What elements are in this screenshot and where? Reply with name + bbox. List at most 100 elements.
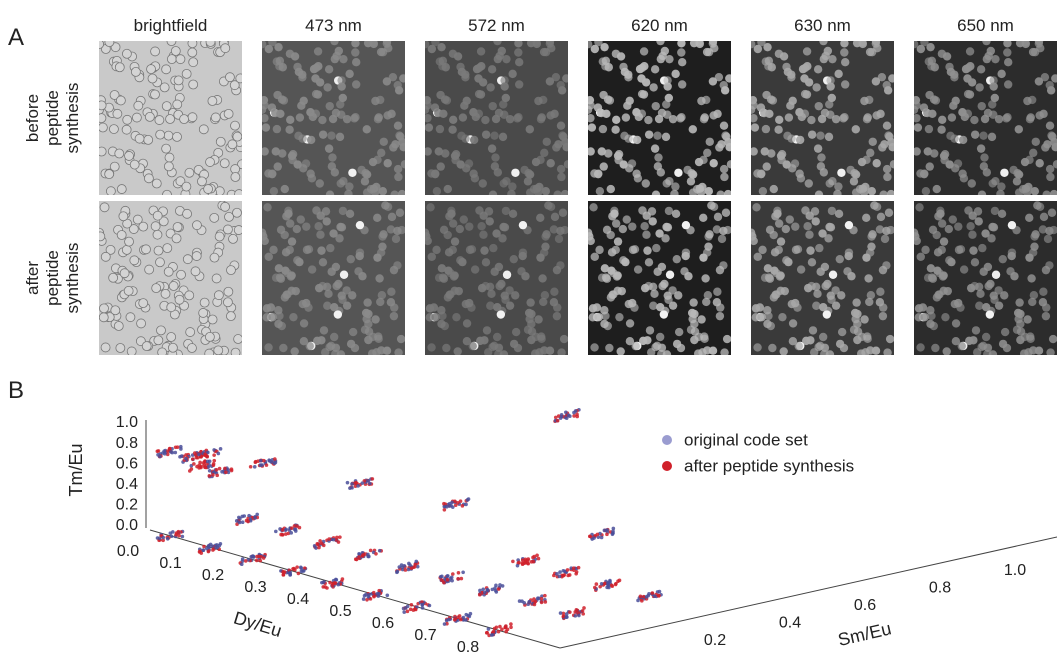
cluster-point [531, 559, 536, 564]
cluster-point [478, 588, 482, 593]
bead [554, 140, 563, 149]
bead [355, 251, 364, 261]
bead [715, 311, 725, 321]
bead [611, 49, 621, 58]
bead [914, 232, 920, 241]
bead [915, 203, 924, 212]
bead [705, 137, 714, 146]
bead [391, 140, 400, 149]
micrograph [588, 201, 731, 355]
micrograph [751, 201, 894, 355]
bead [262, 232, 268, 241]
bead [611, 219, 621, 228]
bead [539, 297, 548, 307]
bead [834, 209, 844, 219]
bead [285, 219, 295, 228]
cluster-point [247, 513, 251, 518]
bead [710, 44, 719, 53]
x-tick-label: 0.2 [202, 567, 224, 584]
bead [664, 206, 674, 216]
cluster-point [415, 564, 420, 569]
bead [230, 347, 241, 355]
bead [883, 348, 892, 355]
bead [1048, 132, 1057, 141]
cluster-point [564, 416, 569, 421]
z-tick-label: 0.2 [116, 497, 138, 514]
bead [630, 245, 640, 254]
bead [450, 286, 459, 296]
bead [121, 245, 132, 255]
bead [219, 158, 230, 169]
bead [458, 113, 468, 122]
cluster-point [272, 461, 277, 466]
z-tick-label: 1.0 [116, 414, 138, 431]
bead [857, 157, 867, 167]
bead [665, 270, 675, 279]
bead [978, 243, 987, 253]
cluster-point [574, 572, 578, 576]
bead [1013, 308, 1023, 318]
cluster-point [212, 448, 216, 452]
bead [841, 58, 850, 67]
bead [482, 326, 492, 335]
cluster-point [357, 551, 361, 556]
bead [713, 109, 722, 119]
bead [114, 148, 125, 159]
bead [317, 246, 326, 255]
bead [129, 159, 140, 170]
bead [550, 109, 559, 119]
bead [540, 148, 549, 158]
bead [286, 115, 295, 125]
bead [230, 172, 241, 182]
bead [694, 332, 704, 342]
bead [460, 101, 469, 110]
bead [342, 301, 352, 310]
bead [502, 176, 511, 186]
bead [138, 221, 149, 232]
bead [703, 346, 712, 355]
bead [384, 44, 393, 53]
bead [552, 311, 562, 321]
bead [332, 281, 341, 291]
bead [884, 208, 894, 217]
bead [210, 112, 221, 123]
bead [393, 164, 403, 174]
bead [487, 144, 497, 153]
cluster-point [377, 548, 382, 553]
bead [339, 270, 349, 279]
bead [722, 132, 731, 141]
cluster-point [176, 530, 181, 535]
bead [939, 286, 948, 296]
bead [599, 162, 608, 171]
cluster-point [450, 578, 454, 583]
bead [262, 41, 267, 49]
bead [493, 303, 502, 312]
bead [285, 125, 294, 134]
bead [807, 115, 816, 125]
bead [628, 222, 637, 231]
bead [606, 184, 615, 194]
bead [493, 41, 502, 46]
bead [536, 213, 545, 223]
bead [100, 342, 111, 353]
bead [327, 267, 336, 276]
cluster-point [515, 563, 520, 568]
cluster-point [564, 410, 568, 415]
cluster-point [644, 595, 649, 599]
cluster-point [464, 502, 468, 507]
cluster-point [368, 481, 372, 486]
bead [914, 123, 923, 132]
bead [174, 294, 185, 305]
bead [672, 254, 681, 264]
bead [335, 132, 345, 142]
bead [668, 114, 678, 124]
bead [982, 54, 992, 64]
row-label: before [23, 94, 42, 142]
bead [337, 82, 346, 91]
bead [876, 109, 885, 119]
bead [931, 343, 940, 353]
bead [1039, 212, 1049, 222]
bead [99, 202, 110, 213]
bead [271, 147, 281, 156]
bead [172, 131, 182, 142]
